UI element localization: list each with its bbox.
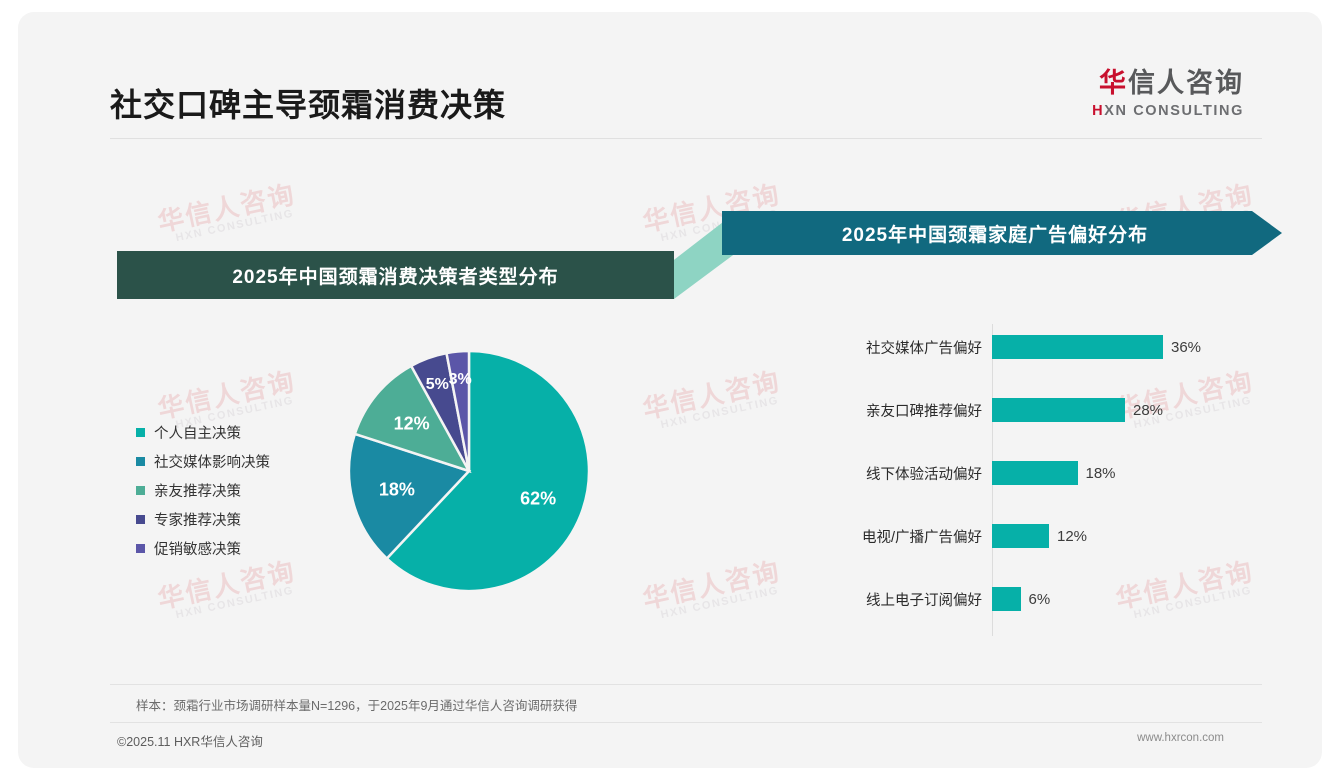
watermark-cn: 华信人咨询 — [155, 555, 299, 615]
logo-en-rest: XN CONSULTING — [1104, 103, 1244, 119]
pie-slice-label: 5% — [426, 376, 449, 393]
website-link[interactable]: www.hxrcon.com — [1137, 732, 1224, 744]
pie-slice[interactable] — [353, 364, 472, 474]
bar-fill[interactable] — [992, 335, 1163, 359]
bar-row[interactable]: 亲友口碑推荐偏好 28% — [830, 397, 1250, 423]
pie-slice-label: 62% — [520, 488, 556, 508]
watermark-cn: 华信人咨询 — [640, 365, 784, 425]
bar-category-label: 亲友口碑推荐偏好 — [866, 403, 982, 420]
bar-fill[interactable] — [992, 587, 1021, 611]
bar-row[interactable]: 线上电子订阅偏好 6% — [830, 586, 1250, 612]
legend-swatch-icon — [136, 457, 145, 466]
logo-chinese: 华信人咨询 — [1092, 70, 1244, 97]
legend-item[interactable]: 个人自主决策 — [136, 418, 270, 447]
pie-chart-svg: 62% 18% 12% 5% 3% — [347, 349, 591, 593]
pie-legend: 个人自主决策社交媒体影响决策 亲友推荐决策 专家推荐决策 促销敏感决策 — [136, 418, 270, 563]
watermark-cn: 华信人咨询 — [155, 365, 299, 425]
left-chart-banner: 2025年中国颈霜消费决策者类型分布 — [117, 251, 674, 299]
bar-value-label: 36% — [1171, 338, 1202, 356]
pie-slice[interactable] — [445, 349, 471, 472]
logo-en-hx: H — [1092, 103, 1105, 119]
watermark-en: HXN CONSULTING — [659, 394, 781, 432]
bar-value-label: 18% — [1085, 464, 1116, 482]
legend-item[interactable]: 专家推荐决策 — [136, 505, 270, 534]
right-chart-banner: 2025年中国颈霜家庭广告偏好分布 — [722, 211, 1282, 255]
watermark-en: HXN CONSULTING — [174, 584, 296, 622]
legend-label: 专家推荐决策 — [154, 513, 241, 529]
legend-swatch-icon — [136, 544, 145, 553]
logo-hx-char: 华 — [1099, 68, 1128, 98]
bar-fill[interactable] — [992, 461, 1078, 485]
legend-swatch-icon — [136, 515, 145, 524]
bar-category-label: 线上电子订阅偏好 — [866, 592, 982, 609]
pie-slice[interactable] — [385, 349, 591, 593]
legend-swatch-icon — [136, 486, 145, 495]
legend-item[interactable]: 亲友推荐决策 — [136, 476, 270, 505]
watermark-en: HXN CONSULTING — [174, 207, 296, 245]
bar-chart: 社交媒体广告偏好 36% 亲友口碑推荐偏好 28% 线下体验活动偏好 18% 电视/广播广告… — [830, 324, 1250, 636]
bar-category-label: 社交媒体广告偏好 — [866, 340, 982, 357]
bar-fill[interactable] — [992, 524, 1049, 548]
pie-chart: 62% 18% 12% 5% 3% — [345, 347, 593, 595]
footer-divider — [110, 722, 1262, 723]
watermark: 华信人咨询 HXN CONSULTING — [640, 555, 785, 625]
legend-label: 个人自主决策 — [154, 426, 241, 442]
legend-label: 促销敏感决策 — [154, 542, 241, 558]
legend-swatch-icon — [136, 428, 145, 437]
watermark: 华信人咨询 HXN CONSULTING — [155, 178, 300, 248]
legend-item[interactable]: 社交媒体影响决策 — [136, 447, 270, 476]
page-title: 社交口碑主导颈霜消费决策 — [110, 87, 507, 123]
bar-row[interactable]: 线下体验活动偏好 18% — [830, 460, 1250, 486]
watermark-cn: 华信人咨询 — [155, 178, 299, 238]
left-chart-title: 2025年中国颈霜消费决策者类型分布 — [232, 266, 559, 288]
bar-value-label: 28% — [1133, 401, 1164, 419]
watermark-cn: 华信人咨询 — [640, 555, 784, 615]
header-divider — [110, 138, 1262, 139]
pie-slice-label: 12% — [394, 414, 430, 434]
watermark: 华信人咨询 HXN CONSULTING — [640, 365, 785, 435]
logo-cn-rest: 信人咨询 — [1128, 68, 1244, 98]
bar-row[interactable]: 社交媒体广告偏好 36% — [830, 334, 1250, 360]
bar-category-label: 电视/广播广告偏好 — [861, 529, 982, 546]
legend-label: 社交媒体影响决策 — [154, 455, 270, 471]
pie-slice[interactable] — [347, 432, 472, 561]
pie-slice-label: 3% — [449, 371, 472, 388]
pie-slice-label: 18% — [379, 480, 415, 500]
legend-label: 亲友推荐决策 — [154, 484, 241, 500]
right-chart-title: 2025年中国颈霜家庭广告偏好分布 — [841, 224, 1149, 246]
bar-fill[interactable] — [992, 398, 1125, 422]
logo-english: HXN CONSULTING — [1092, 104, 1244, 119]
watermark-en: HXN CONSULTING — [659, 584, 781, 622]
watermark: 华信人咨询 HXN CONSULTING — [155, 555, 300, 625]
footnote-divider — [110, 684, 1262, 685]
bar-value-label: 12% — [1057, 527, 1088, 545]
bar-category-label: 线下体验活动偏好 — [866, 466, 982, 483]
brand-logo: 华信人咨询 HXN CONSULTING — [1092, 70, 1244, 119]
legend-item[interactable]: 促销敏感决策 — [136, 534, 270, 563]
bar-value-label: 6% — [1028, 590, 1051, 608]
copyright-text: ©2025.11 HXR华信人咨询 — [117, 735, 263, 749]
bar-row[interactable]: 电视/广播广告偏好 12% — [830, 523, 1250, 549]
sample-note: 样本：颈霜行业市场调研样本量N=1296，于2025年9月通过华信人咨询调研获得 — [136, 699, 578, 713]
slide-card: 华信人咨询 HXN CONSULTING 华信人咨询 HXN CONSULTIN… — [18, 12, 1322, 768]
